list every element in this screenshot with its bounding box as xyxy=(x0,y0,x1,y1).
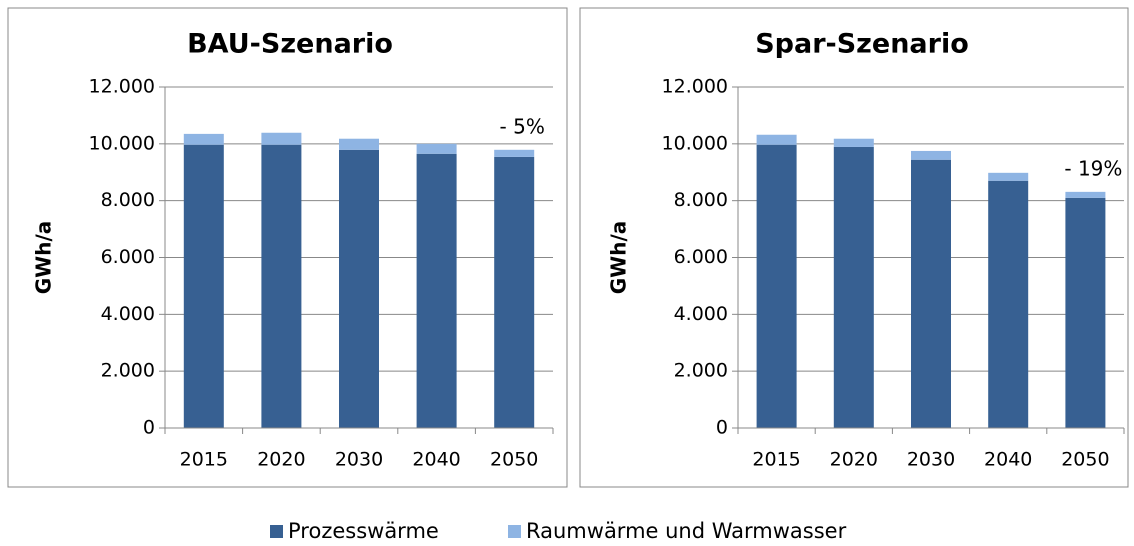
y-tick-label: 8.000 xyxy=(101,189,155,211)
x-tick-label: 2015 xyxy=(752,449,800,471)
y-tick-label: 6.000 xyxy=(674,246,728,268)
x-tick-label: 2040 xyxy=(984,449,1032,471)
bar-segment xyxy=(756,134,797,145)
bar-segment xyxy=(494,156,535,428)
legend-label: Prozesswärme xyxy=(288,519,439,543)
x-tick-label: 2020 xyxy=(257,449,305,471)
bar-segment xyxy=(833,146,874,428)
chart-title: Spar-Szenario xyxy=(755,29,969,60)
legend-label: Raumwärme und Warmwasser xyxy=(526,519,847,543)
y-tick-label: 10.000 xyxy=(662,132,728,154)
y-tick-label: 10.000 xyxy=(89,132,155,154)
bar-segment xyxy=(261,144,302,428)
bar-segment xyxy=(1065,197,1106,428)
x-tick-label: 2050 xyxy=(490,449,538,471)
x-tick-label: 2030 xyxy=(907,449,955,471)
y-tick-label: 12.000 xyxy=(662,76,728,98)
y-tick-label: 4.000 xyxy=(101,303,155,325)
annotation: - 19% xyxy=(1064,156,1122,180)
bar-segment xyxy=(756,144,797,428)
panel-frame xyxy=(7,7,568,488)
panel-frame xyxy=(579,7,1129,488)
y-tick-label: 4.000 xyxy=(674,303,728,325)
bar-segment xyxy=(988,172,1029,181)
y-tick-label: 2.000 xyxy=(674,360,728,382)
bar-segment xyxy=(833,138,874,147)
chart-title: BAU-Szenario xyxy=(187,29,393,60)
bar-segment xyxy=(183,144,224,428)
bar-segment xyxy=(183,133,224,145)
annotation: - 5% xyxy=(500,114,545,138)
legend-swatch xyxy=(270,525,283,538)
bar-segment xyxy=(416,153,457,428)
x-tick-label: 2040 xyxy=(412,449,460,471)
y-tick-label: 12.000 xyxy=(89,76,155,98)
x-tick-label: 2030 xyxy=(335,449,383,471)
y-tick-label: 6.000 xyxy=(101,246,155,268)
y-tick-label: 2.000 xyxy=(101,360,155,382)
bar-segment xyxy=(988,180,1029,428)
bar-segment xyxy=(911,159,951,428)
bar-segment xyxy=(339,149,379,428)
x-tick-label: 2050 xyxy=(1061,449,1109,471)
y-tick-label: 0 xyxy=(716,417,728,439)
bar-segment xyxy=(494,149,535,157)
bar-segment xyxy=(1065,191,1106,198)
bar-segment xyxy=(911,150,951,160)
y-axis-label: GWh/a xyxy=(32,221,56,295)
x-tick-label: 2020 xyxy=(830,449,878,471)
y-tick-label: 8.000 xyxy=(674,189,728,211)
bar-segment xyxy=(339,138,379,150)
legend-swatch xyxy=(508,525,521,538)
y-tick-label: 0 xyxy=(143,417,155,439)
bar-segment xyxy=(261,132,302,145)
bar-segment xyxy=(416,143,457,154)
y-axis-label: GWh/a xyxy=(607,221,631,295)
x-tick-label: 2015 xyxy=(180,449,228,471)
